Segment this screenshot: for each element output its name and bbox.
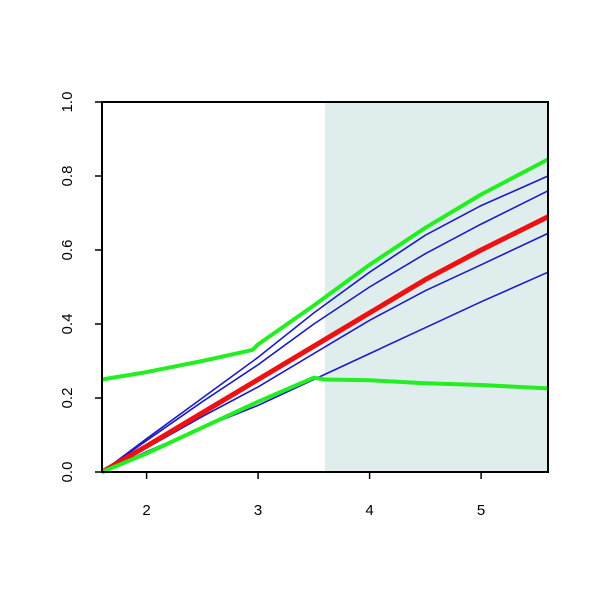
- plot-box: [101, 101, 549, 473]
- series-line: [101, 375, 549, 474]
- y-tick-label: 0.0: [59, 462, 76, 483]
- x-tick-label: 5: [477, 502, 485, 519]
- y-tick-label: 0.4: [59, 314, 76, 335]
- x-tick-label: 4: [365, 502, 373, 519]
- y-tick-label: 0.2: [59, 388, 76, 409]
- series-line: [101, 190, 549, 473]
- y-tick-label: 1.0: [59, 92, 76, 113]
- y-tick-label: 0.6: [59, 240, 76, 261]
- series-line: [101, 175, 549, 473]
- series-line: [101, 157, 549, 382]
- y-tick-label: 0.8: [59, 166, 76, 187]
- x-tick-label: 3: [254, 502, 262, 519]
- shaded-region: [325, 102, 548, 472]
- x-tick-label: 2: [142, 502, 150, 519]
- series-line: [100, 214, 550, 475]
